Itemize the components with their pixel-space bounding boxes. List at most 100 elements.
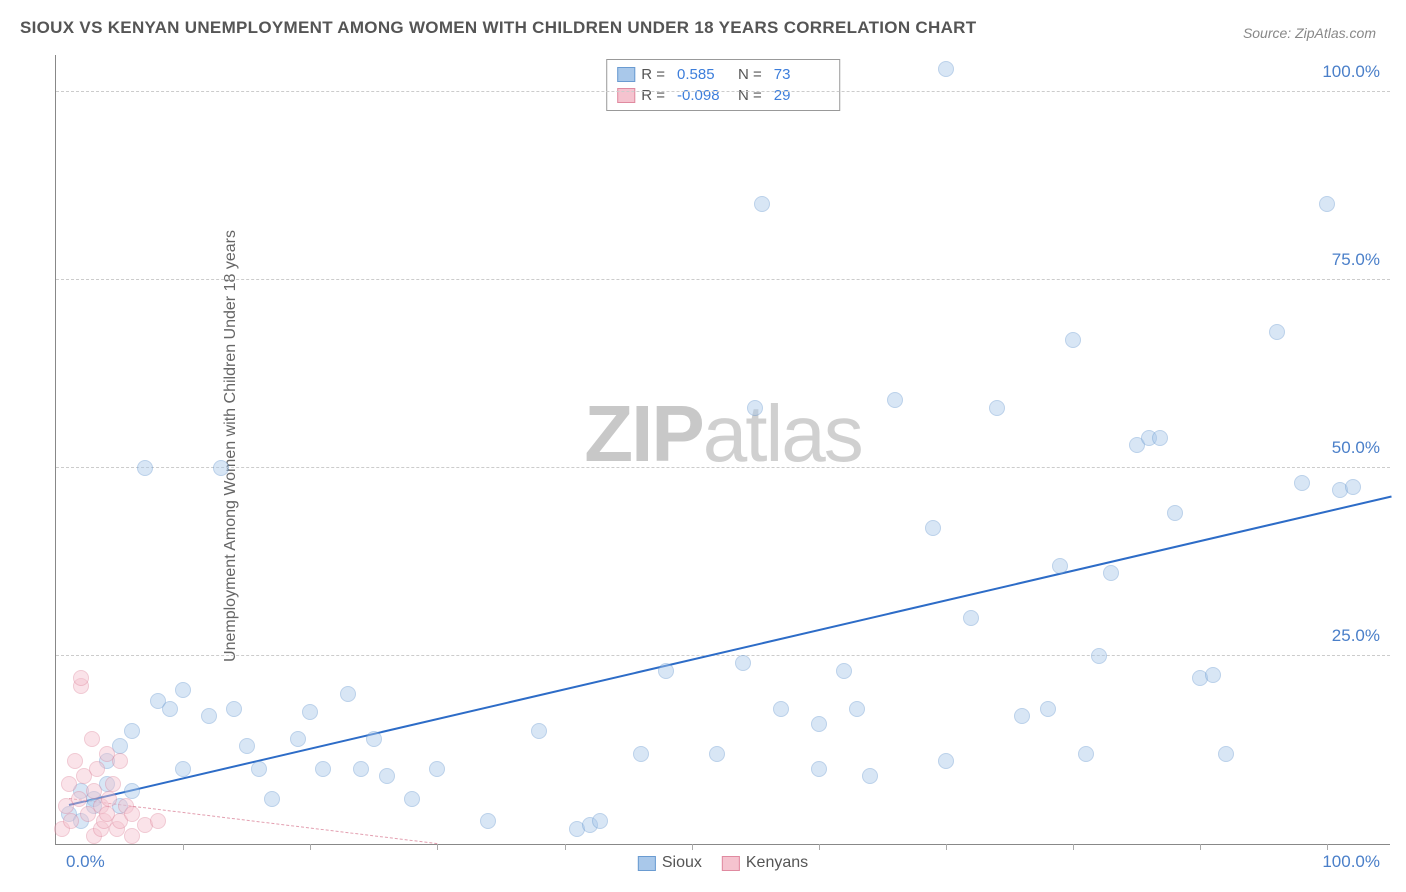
gridline: [56, 655, 1390, 656]
scatter-point: [938, 753, 954, 769]
scatter-point: [1167, 505, 1183, 521]
x-tick-mark: [183, 844, 184, 850]
scatter-point: [773, 701, 789, 717]
scatter-point: [1078, 746, 1094, 762]
scatter-point: [836, 663, 852, 679]
x-tick-mark: [565, 844, 566, 850]
x-tick-mark: [437, 844, 438, 850]
legend-n-label: N =: [738, 66, 762, 83]
trend-line: [68, 496, 1391, 806]
series-legend: Sioux Kenyans: [638, 854, 808, 872]
scatter-point: [162, 701, 178, 717]
scatter-point: [73, 670, 89, 686]
x-axis-min-label: 0.0%: [66, 852, 105, 872]
scatter-point: [1345, 479, 1361, 495]
legend-n-value: 73: [774, 66, 829, 83]
scatter-point: [1014, 708, 1030, 724]
scatter-point: [1091, 648, 1107, 664]
scatter-point: [1205, 667, 1221, 683]
scatter-point: [101, 791, 117, 807]
scatter-point: [290, 731, 306, 747]
gridline: [56, 279, 1390, 280]
scatter-point: [201, 708, 217, 724]
x-tick-mark: [310, 844, 311, 850]
legend-r-label: R =: [641, 87, 665, 104]
scatter-point: [71, 791, 87, 807]
legend-n-label: N =: [738, 87, 762, 104]
scatter-point: [84, 731, 100, 747]
scatter-point: [849, 701, 865, 717]
gridline: [56, 467, 1390, 468]
scatter-point: [264, 791, 280, 807]
scatter-point: [353, 761, 369, 777]
x-tick-mark: [1327, 844, 1328, 850]
gridline: [56, 91, 1390, 92]
scatter-point: [1052, 558, 1068, 574]
scatter-point: [251, 761, 267, 777]
scatter-point: [340, 686, 356, 702]
legend-row: R = 0.585 N = 73: [617, 64, 829, 85]
scatter-point: [89, 761, 105, 777]
scatter-point: [302, 704, 318, 720]
source-attribution: Source: ZipAtlas.com: [1243, 25, 1376, 41]
scatter-point: [1152, 430, 1168, 446]
scatter-point: [1218, 746, 1234, 762]
legend-r-value: 0.585: [677, 66, 732, 83]
x-tick-mark: [946, 844, 947, 850]
legend-r-label: R =: [641, 66, 665, 83]
scatter-point: [747, 400, 763, 416]
scatter-point: [175, 682, 191, 698]
scatter-point: [67, 753, 83, 769]
legend-swatch: [722, 856, 740, 871]
legend-row: R = -0.098 N = 29: [617, 85, 829, 106]
plot-area: ZIPatlas R =0.585N =73R =-0.098N =29 Sio…: [55, 55, 1390, 845]
legend-swatch: [638, 856, 656, 871]
correlation-legend: R = 0.585 N = 73 R = -0.098 N = 29: [606, 59, 840, 111]
scatter-point: [124, 828, 140, 844]
y-tick-label: 25.0%: [1332, 626, 1380, 646]
scatter-point: [379, 768, 395, 784]
legend-item: Sioux: [638, 854, 702, 872]
scatter-point: [1319, 196, 1335, 212]
x-tick-mark: [819, 844, 820, 850]
x-axis-max-label: 100.0%: [1322, 852, 1380, 872]
x-tick-mark: [1200, 844, 1201, 850]
x-tick-mark: [1073, 844, 1074, 850]
scatter-point: [709, 746, 725, 762]
scatter-point: [862, 768, 878, 784]
scatter-point: [1294, 475, 1310, 491]
scatter-point: [658, 663, 674, 679]
scatter-point: [112, 753, 128, 769]
scatter-point: [1065, 332, 1081, 348]
y-tick-label: 75.0%: [1332, 250, 1380, 270]
scatter-point: [1040, 701, 1056, 717]
scatter-point: [150, 813, 166, 829]
scatter-point: [404, 791, 420, 807]
legend-series-name: Sioux: [662, 854, 702, 872]
legend-n-value: 29: [774, 87, 829, 104]
chart-title: SIOUX VS KENYAN UNEMPLOYMENT AMONG WOMEN…: [20, 18, 976, 38]
legend-swatch: [617, 67, 635, 82]
y-tick-label: 100.0%: [1322, 62, 1380, 82]
scatter-point: [213, 460, 229, 476]
scatter-point: [633, 746, 649, 762]
scatter-point: [124, 783, 140, 799]
scatter-point: [887, 392, 903, 408]
scatter-point: [989, 400, 1005, 416]
legend-r-value: -0.098: [677, 87, 732, 104]
scatter-point: [938, 61, 954, 77]
scatter-point: [480, 813, 496, 829]
y-tick-label: 50.0%: [1332, 438, 1380, 458]
scatter-point: [811, 716, 827, 732]
legend-series-name: Kenyans: [746, 854, 808, 872]
x-tick-mark: [692, 844, 693, 850]
scatter-point: [754, 196, 770, 212]
scatter-point: [124, 723, 140, 739]
scatter-point: [735, 655, 751, 671]
scatter-point: [925, 520, 941, 536]
scatter-point: [366, 731, 382, 747]
scatter-point: [137, 460, 153, 476]
scatter-point: [61, 776, 77, 792]
scatter-point: [811, 761, 827, 777]
scatter-point: [86, 783, 102, 799]
